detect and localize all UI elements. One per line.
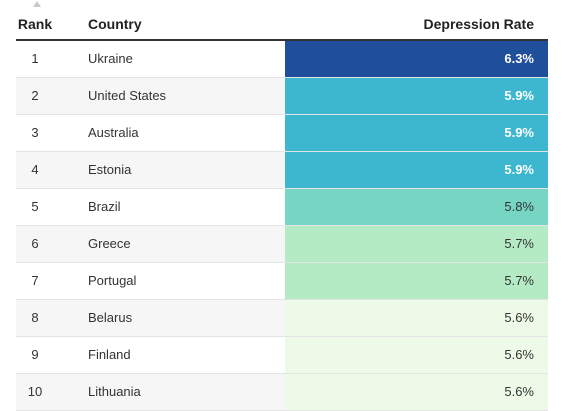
depression-rate-cell: 5.6% — [285, 300, 548, 336]
rank-cell: 3 — [31, 125, 39, 140]
rank-cell: 10 — [27, 384, 43, 399]
header-country[interactable]: Country — [88, 16, 142, 32]
depression-rate-cell: 5.6% — [285, 374, 548, 410]
depression-rate-cell: 5.7% — [285, 226, 548, 262]
table-row: 4 Estonia 5.9% — [16, 152, 548, 189]
country-cell: United States — [88, 88, 167, 103]
rank-cell: 4 — [31, 162, 39, 177]
country-cell: Brazil — [88, 199, 121, 214]
table-body: 1 Ukraine 6.3% 2 United States 5.9% 3 Australia… — [16, 41, 548, 411]
country-cell: Lithuania — [88, 384, 141, 399]
depression-rate-cell: 5.9% — [285, 78, 548, 114]
header-depression-rate[interactable]: Depression Rate — [423, 16, 534, 32]
table-header: Rank Country Depression Rate — [16, 0, 548, 41]
country-cell: Finland — [88, 347, 131, 362]
depression-rate-cell: 5.8% — [285, 189, 548, 225]
country-cell: Ukraine — [88, 51, 133, 66]
rank-cell: 7 — [31, 273, 39, 288]
depression-rate-cell: 5.7% — [285, 263, 548, 299]
table-row: 3 Australia 5.9% — [16, 115, 548, 152]
rank-cell: 6 — [31, 236, 39, 251]
table-row: 8 Belarus 5.6% — [16, 300, 548, 337]
header-rank[interactable]: Rank — [17, 16, 53, 32]
table-row: 9 Finland 5.6% — [16, 337, 548, 374]
rank-cell: 8 — [31, 310, 39, 325]
country-cell: Portugal — [88, 273, 137, 288]
table-row: 10 Lithuania 5.6% — [16, 374, 548, 411]
table-row: 1 Ukraine 6.3% — [16, 41, 548, 78]
rank-cell: 1 — [31, 51, 39, 66]
depression-rate-cell: 5.9% — [285, 115, 548, 151]
table-row: 7 Portugal 5.7% — [16, 263, 548, 300]
depression-rate-table: Rank Country Depression Rate 1 Ukraine 6.3… — [16, 0, 548, 411]
table-row: 5 Brazil 5.8% — [16, 189, 548, 226]
rank-cell: 2 — [31, 88, 39, 103]
country-cell: Estonia — [88, 162, 132, 177]
country-cell: Greece — [88, 236, 131, 251]
table-row: 2 United States 5.9% — [16, 78, 548, 115]
depression-rate-cell: 5.9% — [285, 152, 548, 188]
table-row: 6 Greece 5.7% — [16, 226, 548, 263]
depression-rate-cell: 5.6% — [285, 337, 548, 373]
rank-cell: 9 — [31, 347, 39, 362]
depression-rate-cell: 6.3% — [285, 41, 548, 77]
country-cell: Australia — [88, 125, 139, 140]
rank-cell: 5 — [31, 199, 39, 214]
country-cell: Belarus — [88, 310, 133, 325]
sort-ascending-icon[interactable] — [33, 1, 41, 7]
